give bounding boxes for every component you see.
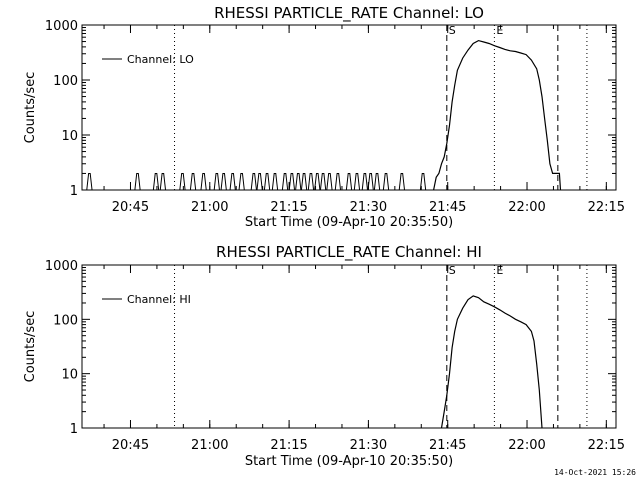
noise-spike bbox=[213, 172, 220, 191]
x-axis-label: Start Time (09-Apr-10 20:35:50) bbox=[245, 454, 453, 469]
y-axis-label: Counts/sec bbox=[23, 72, 38, 144]
y-tick-label: 100 bbox=[53, 313, 78, 328]
noise-spike bbox=[179, 172, 186, 191]
noise-spike bbox=[288, 172, 296, 191]
y-tick-label: 1000 bbox=[45, 259, 78, 274]
noise-spike bbox=[367, 172, 374, 191]
marker-label: S bbox=[449, 264, 456, 277]
chart-title: RHESSI PARTICLE_RATE Channel: HI bbox=[216, 243, 482, 262]
x-tick-label: 21:00 bbox=[191, 200, 228, 215]
noise-spike bbox=[334, 172, 342, 191]
noise-spike bbox=[152, 172, 160, 191]
y-tick-label: 1 bbox=[70, 422, 78, 437]
x-tick-label: 22:15 bbox=[588, 200, 625, 215]
series-line bbox=[433, 39, 562, 191]
x-tick-label: 21:15 bbox=[270, 200, 307, 215]
noise-spike bbox=[271, 172, 279, 191]
marker-label: E bbox=[496, 264, 503, 277]
noise-spike bbox=[238, 172, 245, 191]
noise-spike bbox=[345, 172, 353, 191]
noise-spike bbox=[220, 172, 227, 191]
noise-spike bbox=[382, 172, 390, 191]
noise-spike bbox=[373, 172, 381, 191]
noise-spike bbox=[256, 172, 263, 191]
y-tick-label: 100 bbox=[53, 74, 78, 89]
marker-label: E bbox=[496, 24, 503, 37]
x-tick-label: 20:45 bbox=[112, 438, 149, 453]
noise-spike bbox=[326, 172, 333, 191]
noise-spike bbox=[250, 172, 257, 191]
y-tick-label: 10 bbox=[61, 368, 78, 383]
x-tick-label: 21:15 bbox=[270, 438, 307, 453]
x-tick-label: 20:45 bbox=[112, 200, 149, 215]
x-tick-label: 22:00 bbox=[508, 438, 545, 453]
x-tick-label: 21:30 bbox=[350, 200, 387, 215]
x-tick-label: 21:45 bbox=[429, 200, 466, 215]
marker-label: S bbox=[449, 24, 456, 37]
noise-spike bbox=[229, 172, 236, 191]
x-axis-label: Start Time (09-Apr-10 20:35:50) bbox=[245, 215, 453, 230]
noise-spike bbox=[134, 172, 141, 191]
noise-spike bbox=[361, 172, 369, 191]
chart-title: RHESSI PARTICLE_RATE Channel: LO bbox=[214, 4, 484, 23]
legend-label: Channel: HI bbox=[127, 293, 191, 306]
y-axis-label: Counts/sec bbox=[23, 311, 38, 383]
noise-spike bbox=[189, 172, 197, 191]
x-tick-label: 22:00 bbox=[508, 200, 545, 215]
noise-spike bbox=[300, 172, 308, 191]
plot-frame bbox=[81, 264, 617, 429]
series-line bbox=[440, 295, 543, 429]
noise-spike bbox=[319, 172, 327, 191]
y-tick-label: 1000 bbox=[45, 19, 78, 34]
noise-spike bbox=[419, 172, 427, 191]
x-tick-label: 21:00 bbox=[191, 438, 228, 453]
noise-spike bbox=[159, 172, 167, 191]
noise-spike bbox=[353, 172, 361, 191]
noise-spike bbox=[307, 172, 315, 191]
noise-spike bbox=[295, 172, 302, 191]
noise-spike bbox=[86, 172, 93, 191]
footer-timestamp: 14-Oct-2021 15:26 bbox=[554, 468, 636, 477]
x-tick-label: 21:45 bbox=[429, 438, 466, 453]
noise-spike bbox=[314, 172, 321, 191]
x-tick-label: 21:30 bbox=[350, 438, 387, 453]
legend-label: Channel: LO bbox=[127, 53, 194, 66]
noise-spike bbox=[263, 172, 271, 191]
noise-spike bbox=[398, 172, 406, 191]
y-tick-label: 10 bbox=[61, 129, 78, 144]
noise-spike bbox=[281, 172, 289, 191]
x-tick-label: 22:15 bbox=[588, 438, 625, 453]
y-tick-label: 1 bbox=[70, 184, 78, 199]
noise-spike bbox=[200, 172, 207, 191]
plot-frame bbox=[81, 24, 617, 191]
